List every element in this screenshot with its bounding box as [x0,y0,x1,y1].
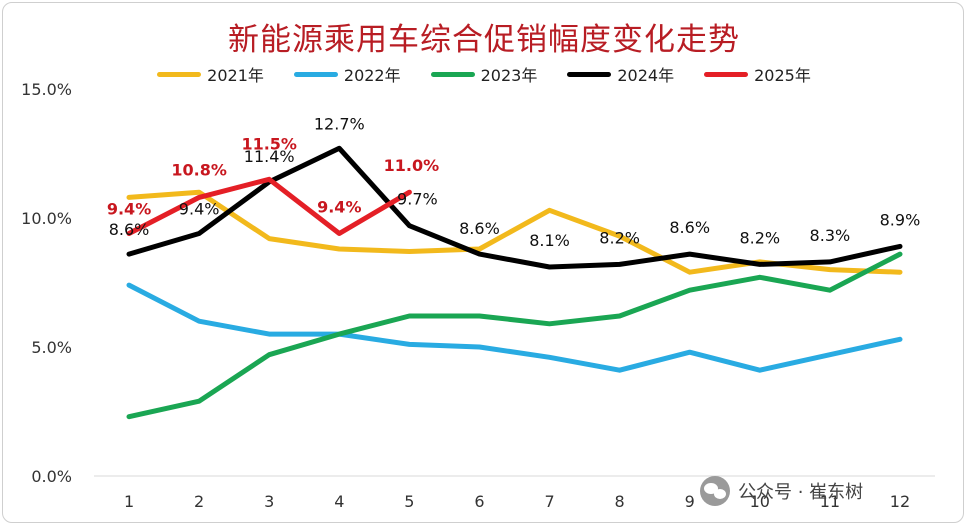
x-tick-label: 3 [264,492,274,511]
y-tick-label: 0.0% [31,467,72,486]
chart-title: 新能源乘用车综合促销幅度变化走势 [228,22,740,58]
y-tick-label: 5.0% [31,338,72,357]
y-tick-label: 15.0% [21,80,72,99]
data-label-2024: 8.2% [599,228,640,247]
legend-label-2023: 2023年 [480,66,538,85]
legend-label-2025: 2025年 [754,66,811,85]
x-tick-label: 6 [474,492,484,511]
x-tick-label: 12 [890,492,910,511]
legend-swatch-2025 [704,71,749,77]
watermark: 公众号 · 崔东树 [700,476,863,506]
x-tick-label: 8 [615,492,625,511]
data-label-2024: 8.3% [810,226,851,245]
legend-swatch-2023 [430,71,475,77]
data-label-2024: 11.4% [244,147,295,166]
data-label-2024: 12.7% [314,114,365,133]
data-label-2025: 11.0% [384,156,440,175]
data-label-2024: 9.4% [179,199,220,218]
data-label-2024: 8.6% [459,219,500,238]
series-line-2022 [126,282,903,373]
x-tick-label: 2 [194,492,204,511]
series-line-2023 [126,251,903,420]
x-tick-label: 9 [685,492,695,511]
data-label-2025: 9.4% [317,197,361,216]
legend-label-2024: 2024年 [617,66,675,85]
legend-item-2025: 2025年 [704,62,811,86]
data-label-2025: 9.4% [107,199,151,218]
legend-item-2022: 2022年 [293,62,401,86]
x-tick-label: 10 [750,492,770,511]
x-tick-label: 1 [124,492,134,511]
data-label-2024: 8.2% [739,228,780,247]
x-tick-label: 11 [820,492,840,511]
data-label-2025: 11.5% [241,134,297,153]
legend-swatch-2021 [157,71,202,77]
x-tick-label: 7 [544,492,554,511]
data-label-2025: 10.8% [171,160,227,179]
series-line-2025 [126,176,412,236]
chart-legend: 2021年 2022年 2023年 2024年 2025年 [0,62,968,86]
data-label-2024: 9.7% [397,190,438,209]
data-label-2024: 8.6% [109,220,150,239]
watermark-text: 公众号 · 崔东树 [738,482,864,503]
data-label-2024: 8.1% [529,231,570,250]
legend-swatch-2024 [567,71,612,77]
x-tick-label: 5 [404,492,414,511]
x-tick-label: 4 [334,492,344,511]
data-label-2024: 8.6% [669,218,710,237]
legend-item-2024: 2024年 [567,62,674,86]
series-line-2024 [126,145,903,270]
y-tick-label: 10.0% [21,209,72,228]
legend-item-2023: 2023年 [430,62,538,86]
legend-label-2022: 2022年 [343,66,401,85]
legend-item-2021: 2021年 [157,62,264,86]
data-label-2024: 8.9% [880,210,921,229]
legend-swatch-2022 [293,71,338,77]
legend-label-2021: 2021年 [207,66,264,85]
wechat-icon [700,476,730,506]
